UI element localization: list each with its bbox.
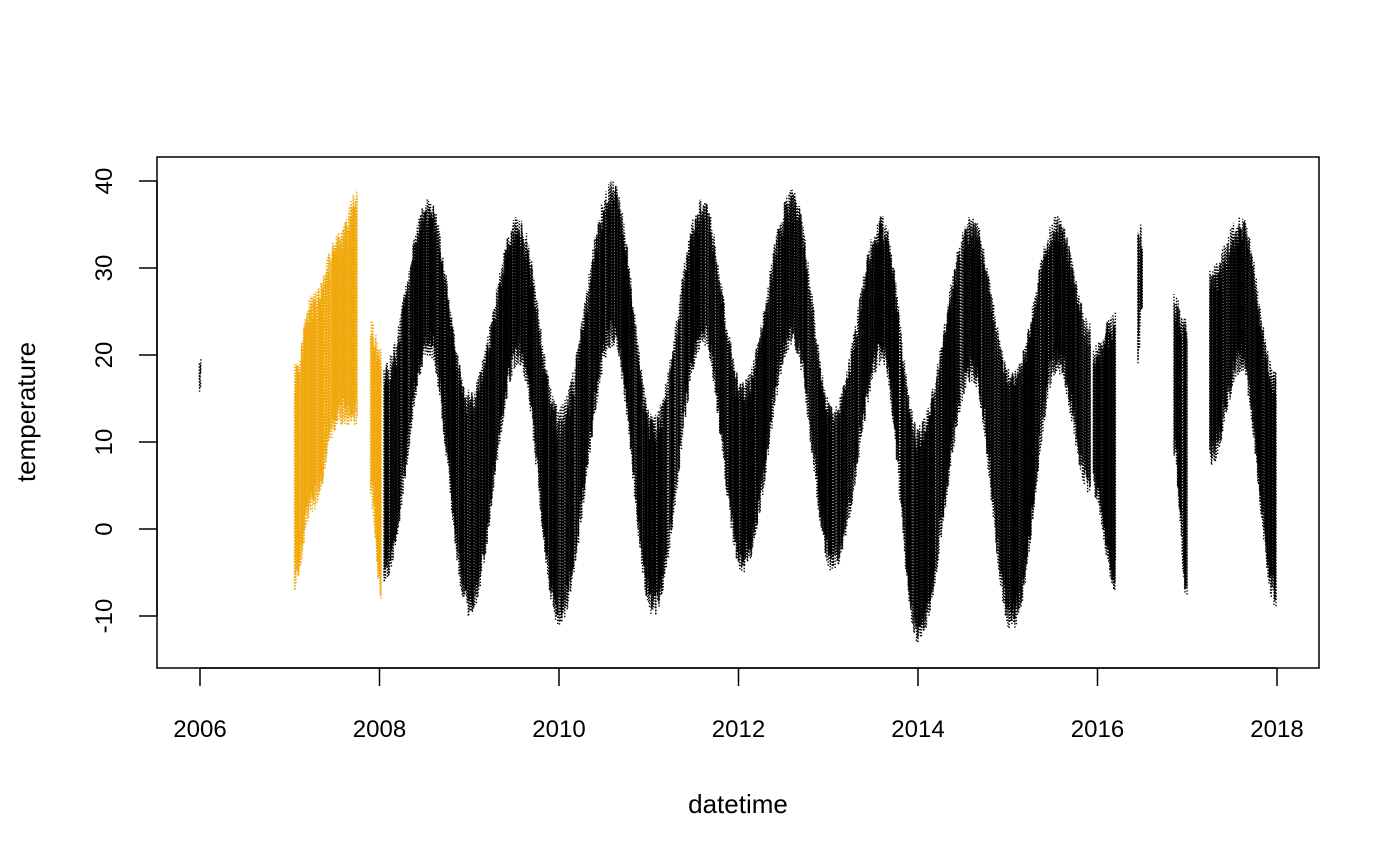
x-tick-label-2012: 2012 [712,716,765,743]
series-1 [198,181,1277,643]
series-0 [293,189,382,599]
x-tick-label-2018: 2018 [1250,716,1303,743]
y-tick-label-10: 10 [91,429,118,456]
y-tick-label-minus10: -10 [91,599,118,634]
y-axis-title: temperature [11,342,41,482]
y-tick-label-0: 0 [91,522,118,535]
series-0-points [293,189,382,599]
series-1-points [198,181,1277,643]
x-tick-label-2006: 2006 [173,716,226,743]
x-tick-label-2014: 2014 [891,716,944,743]
x-tick-label-2016: 2016 [1071,716,1124,743]
x-tick-label-2008: 2008 [353,716,406,743]
y-tick-label-40: 40 [91,168,118,195]
y-tick-label-20: 20 [91,342,118,369]
x-axis: 2006 2008 2010 2012 2014 2016 2018 datet… [173,667,1304,819]
y-axis: -10 0 10 20 30 40 temperature [11,168,158,634]
x-axis-title: datetime [688,789,788,819]
y-tick-label-30: 30 [91,255,118,282]
plot-points [198,181,1277,643]
x-tick-label-2010: 2010 [532,716,585,743]
